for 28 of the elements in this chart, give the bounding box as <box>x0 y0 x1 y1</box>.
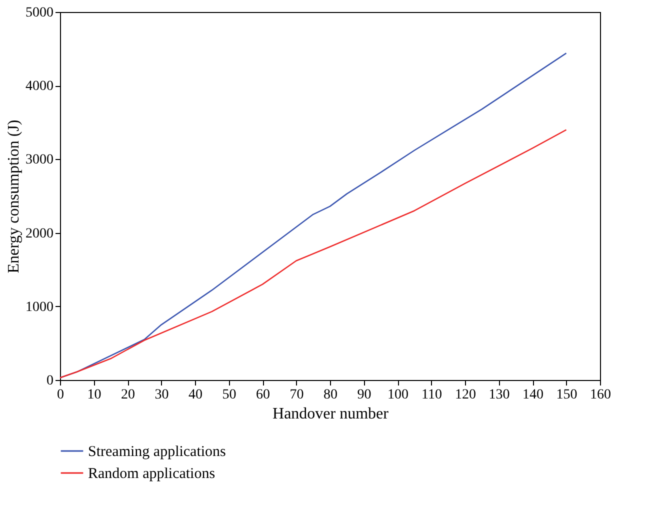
x-tick-label: 20 <box>121 388 135 402</box>
x-tick-label: 30 <box>154 388 169 402</box>
x-tick-label: 60 <box>256 388 270 402</box>
x-tick-label: 70 <box>290 388 304 402</box>
x-tick-label: 90 <box>357 388 372 402</box>
x-axis-title: Handover number <box>272 406 390 422</box>
legend-label: Random applications <box>88 466 216 482</box>
x-tick-label: 10 <box>87 388 102 402</box>
x-tick-label: 40 <box>188 388 202 402</box>
x-tick-label: 50 <box>222 388 236 402</box>
y-tick-label: 2000 <box>26 226 54 242</box>
y-tick-label: 5000 <box>26 6 54 20</box>
x-tick-label: 140 <box>522 388 544 402</box>
y-tick-label: 4000 <box>26 79 54 94</box>
x-tick-label: 110 <box>422 388 442 402</box>
x-tick-label: 0 <box>57 388 64 402</box>
x-tick-label: 100 <box>388 388 408 402</box>
x-tick-label: 160 <box>590 388 611 402</box>
y-axis-title: Energy consumption (J) <box>6 120 22 274</box>
y-tick-label: 0 <box>46 374 54 388</box>
x-tick-label: 130 <box>488 388 510 402</box>
x-tick-label: 80 <box>324 388 338 402</box>
y-tick-label: 3000 <box>26 152 54 168</box>
x-tick-label: 120 <box>455 388 476 402</box>
y-tick-label: 1000 <box>26 300 54 315</box>
legend-label: Streaming applications <box>88 444 226 460</box>
x-tick-label: 150 <box>556 388 578 402</box>
line-series <box>59 129 567 378</box>
